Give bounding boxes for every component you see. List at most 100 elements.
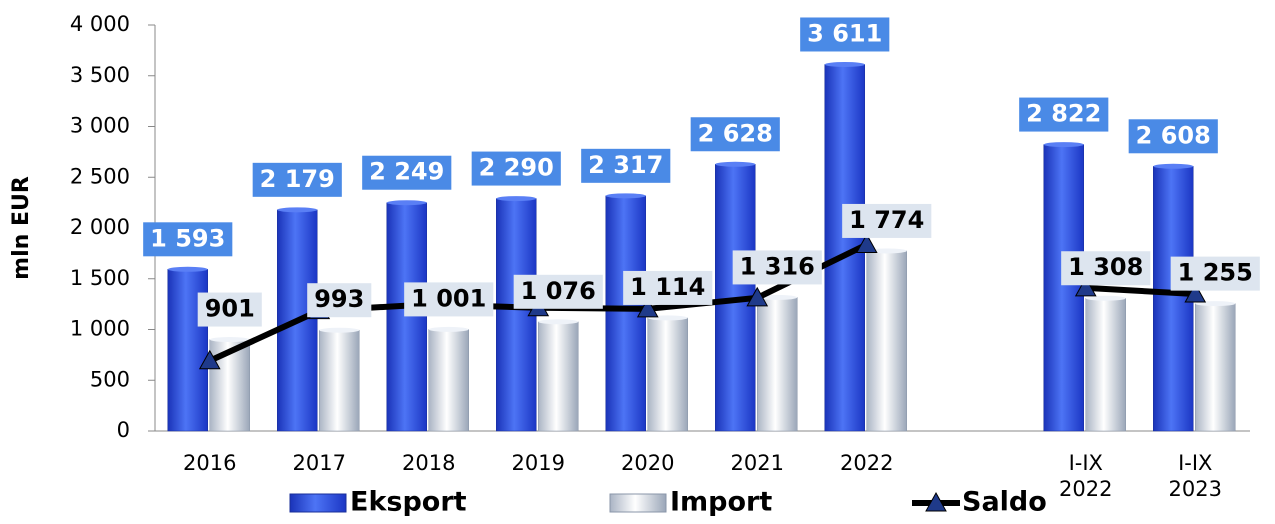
y-tick-label: 1 000 bbox=[70, 317, 130, 341]
x-tick-label: I-IX 2023 bbox=[1169, 451, 1222, 501]
data-label-box bbox=[252, 162, 342, 197]
x-tick-line: I-IX bbox=[1069, 451, 1103, 475]
bar bbox=[1085, 297, 1126, 432]
data-label-box bbox=[800, 17, 890, 52]
data-label-box bbox=[1170, 256, 1260, 291]
data-label: 2 290 bbox=[479, 154, 554, 182]
legend-label: Import bbox=[670, 487, 772, 518]
y-tick-label: 3 000 bbox=[70, 114, 130, 138]
bar bbox=[319, 329, 360, 432]
data-label-box bbox=[690, 117, 780, 152]
x-tick-label: 2017 bbox=[293, 451, 346, 475]
data-label: 3 611 bbox=[807, 19, 882, 47]
data-label: 2 822 bbox=[1026, 100, 1101, 128]
bar bbox=[647, 317, 688, 432]
data-label-box bbox=[404, 282, 494, 317]
data-label-box bbox=[623, 270, 713, 305]
data-label-box bbox=[471, 151, 561, 186]
marker bbox=[855, 233, 878, 254]
y-tick-label: 3 500 bbox=[70, 63, 130, 87]
x-tick-line: I-IX bbox=[1178, 451, 1212, 475]
data-label: 1 255 bbox=[1178, 259, 1253, 287]
data-label: 1 308 bbox=[1068, 253, 1143, 281]
y-tick-label: 4 000 bbox=[70, 12, 130, 36]
bar-cap bbox=[209, 337, 250, 343]
data-label-box bbox=[362, 155, 452, 190]
bar bbox=[1043, 144, 1084, 432]
bar-cap bbox=[605, 193, 646, 199]
x-tick-label: 2018 bbox=[402, 451, 455, 475]
data-label: 993 bbox=[314, 285, 364, 313]
data-label: 901 bbox=[205, 295, 255, 323]
bar bbox=[428, 329, 469, 432]
x-tick-label: 2019 bbox=[512, 451, 565, 475]
legend-label: Eksport bbox=[350, 487, 467, 518]
data-label: 1 774 bbox=[849, 206, 924, 234]
data-label-box bbox=[1019, 97, 1109, 132]
line bbox=[1085, 284, 1196, 297]
y-tick-label: 0 bbox=[117, 418, 130, 442]
x-tick-label: 2020 bbox=[621, 451, 674, 475]
bar bbox=[605, 195, 646, 432]
data-label-box bbox=[307, 283, 372, 318]
bar-cap bbox=[496, 196, 537, 202]
data-label: 1 001 bbox=[411, 284, 486, 312]
data-label-box bbox=[581, 148, 671, 183]
bar-cap bbox=[167, 266, 208, 272]
data-label-box bbox=[197, 292, 262, 327]
data-label: 2 249 bbox=[369, 158, 444, 186]
bar bbox=[386, 202, 427, 432]
marker bbox=[636, 297, 659, 318]
data-label-box bbox=[842, 203, 932, 238]
data-label: 2 317 bbox=[588, 151, 663, 179]
y-tick-label: 2 500 bbox=[70, 164, 130, 188]
data-label-box bbox=[513, 274, 603, 309]
data-label: 1 593 bbox=[150, 224, 225, 252]
bar-cap bbox=[1153, 163, 1194, 169]
data-label: 1 076 bbox=[521, 277, 596, 305]
bar bbox=[538, 321, 579, 432]
x-tick-line: 2022 bbox=[1059, 477, 1112, 501]
bar-cap bbox=[1043, 142, 1084, 148]
marker bbox=[746, 286, 769, 307]
bar bbox=[496, 198, 537, 432]
legend-swatch bbox=[609, 493, 667, 513]
data-label: 1 316 bbox=[740, 252, 815, 280]
data-label: 2 179 bbox=[260, 165, 335, 193]
bar-cap bbox=[277, 207, 318, 213]
bar bbox=[866, 250, 907, 432]
bar-cap bbox=[715, 161, 756, 167]
bar-cap bbox=[428, 326, 469, 332]
y-axis-title: mln EUR bbox=[9, 176, 34, 280]
data-label-box bbox=[732, 250, 822, 285]
data-label: 2 608 bbox=[1136, 121, 1211, 149]
bar-cap bbox=[538, 319, 579, 325]
x-tick-label: 2016 bbox=[183, 451, 236, 475]
legend-label: Saldo bbox=[962, 487, 1047, 518]
x-tick-label: 2021 bbox=[731, 451, 784, 475]
y-tick-label: 2 000 bbox=[70, 215, 130, 239]
marker bbox=[1074, 276, 1097, 297]
bar-cap bbox=[1085, 295, 1126, 301]
marker bbox=[1184, 282, 1207, 303]
bar bbox=[1195, 303, 1236, 432]
marker bbox=[198, 349, 221, 370]
data-label-box bbox=[1128, 119, 1218, 154]
bar-cap bbox=[386, 200, 427, 206]
data-label: 2 628 bbox=[698, 119, 773, 147]
x-tick-line: 2023 bbox=[1169, 477, 1222, 501]
data-label-box bbox=[1061, 251, 1151, 286]
x-tick-label: 2022 bbox=[840, 451, 893, 475]
legend-marker bbox=[925, 491, 947, 512]
legend-swatch bbox=[289, 493, 347, 513]
data-label: 1 114 bbox=[630, 273, 705, 301]
bar bbox=[757, 297, 798, 432]
y-tick-label: 1 500 bbox=[70, 266, 130, 290]
bar-cap bbox=[824, 61, 865, 67]
bar-cap bbox=[319, 327, 360, 333]
y-tick-label: 500 bbox=[90, 367, 130, 391]
x-tick-label: I-IX 2022 bbox=[1059, 451, 1112, 501]
data-label-box bbox=[143, 222, 233, 257]
